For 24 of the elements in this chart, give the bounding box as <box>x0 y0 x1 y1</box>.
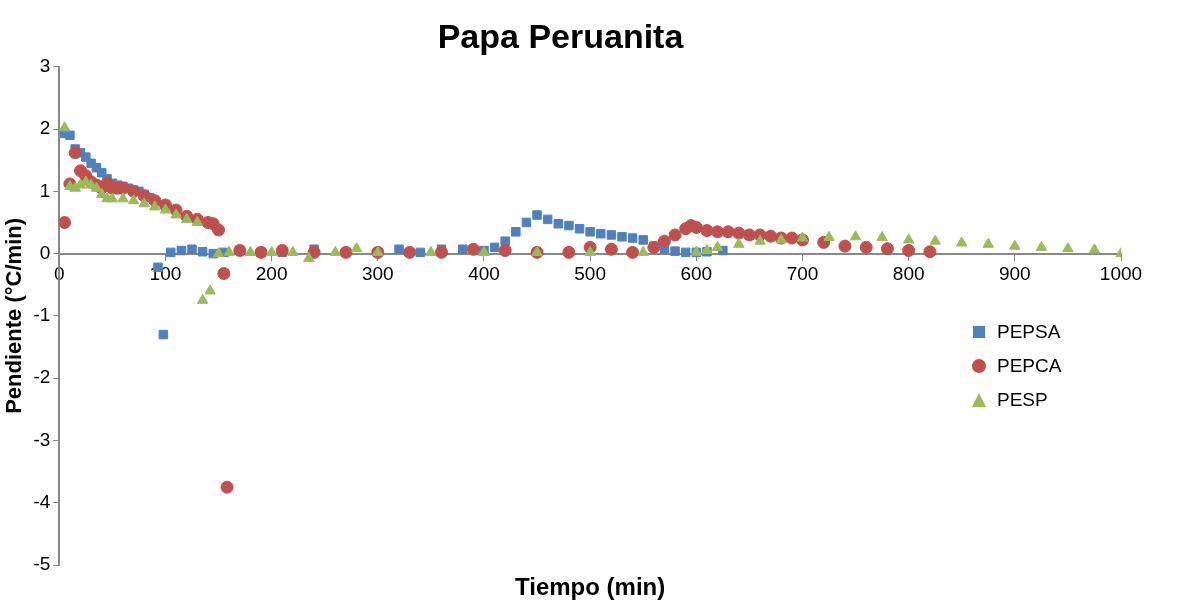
x-tick-label: 300 <box>361 263 394 285</box>
x-tick-label: 400 <box>468 263 500 285</box>
x-tick-label: 600 <box>680 263 713 285</box>
legend-label: PESP <box>997 388 1048 411</box>
y-axis-title: Pendiente (°C/min) <box>1 217 27 414</box>
legend-label: PEPSA <box>997 320 1061 343</box>
y-tick-label: -3 <box>33 428 51 450</box>
y-tick-label: -4 <box>33 490 51 512</box>
y-tick-label: 2 <box>39 117 51 139</box>
x-tick-label: 200 <box>255 263 288 285</box>
y-tick-label: 0 <box>39 241 51 263</box>
chart-title: Papa Peruanita <box>437 16 685 55</box>
x-tick-label: 500 <box>574 263 606 285</box>
y-tick-label: 1 <box>39 179 51 201</box>
x-tick-label: 1000 <box>1099 263 1143 285</box>
y-tick-label: -1 <box>33 304 51 326</box>
y-tick-label: 3 <box>39 55 51 77</box>
x-axis-title: Tiempo (min) <box>514 573 667 601</box>
y-tick-label: -5 <box>33 553 51 575</box>
x-tick-label: 800 <box>892 263 925 285</box>
y-tick-label: -2 <box>33 366 51 388</box>
x-tick-label: 700 <box>786 263 819 285</box>
legend-label: PEPCA <box>997 354 1062 377</box>
x-tick-label: 900 <box>998 263 1031 285</box>
